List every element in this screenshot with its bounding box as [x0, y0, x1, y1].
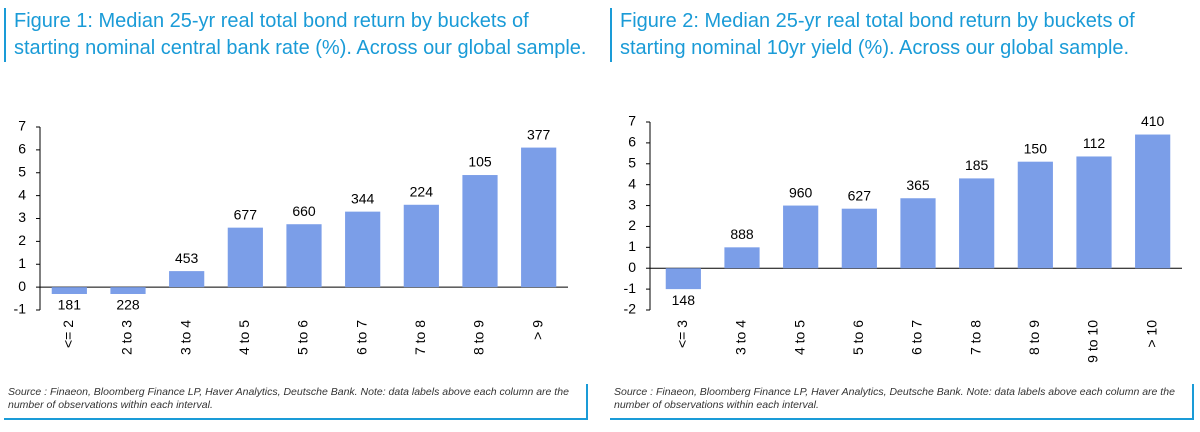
y-tick-label: 3 — [18, 209, 26, 225]
chart-title: Figure 2: Median 25-yr real total bond r… — [610, 8, 1198, 62]
bar — [51, 287, 87, 294]
y-tick-label: 7 — [628, 113, 636, 129]
x-tick-label: 4 to 5 — [791, 320, 807, 355]
data-label: 453 — [175, 250, 199, 266]
x-tick-label: 8 to 9 — [1026, 320, 1042, 355]
y-tick-label: 2 — [18, 232, 26, 248]
data-label: 377 — [527, 126, 551, 142]
data-label: 148 — [672, 292, 696, 308]
data-label: 105 — [468, 154, 492, 170]
y-tick-label: 4 — [628, 175, 636, 191]
data-label: 224 — [410, 183, 434, 199]
bar — [286, 224, 322, 288]
x-tick-label: 2 to 3 — [119, 320, 135, 355]
y-tick-label: 4 — [18, 186, 26, 202]
x-tick-label: 7 to 8 — [967, 320, 983, 355]
data-label: 365 — [906, 177, 930, 193]
chart-title: Figure 1: Median 25-yr real total bond r… — [4, 8, 592, 62]
x-tick-label: 3 to 4 — [733, 320, 749, 355]
x-tick-label: 6 to 7 — [353, 320, 369, 355]
data-label: 181 — [58, 297, 82, 313]
x-tick-label: <= 3 — [674, 320, 690, 348]
y-tick-label: 2 — [628, 217, 636, 233]
x-tick-label: 6 to 7 — [909, 320, 925, 355]
chart: -2 -1 0 1 2 3 4 5 6 7 148 <= 3 888 3 to 4 960 4 to 5 627… — [624, 113, 1182, 363]
x-tick-label: 9 to 10 — [1085, 320, 1101, 363]
bar — [521, 147, 557, 288]
data-label: 344 — [351, 190, 375, 206]
data-label: 960 — [789, 184, 813, 200]
data-label: 677 — [234, 206, 258, 222]
y-tick-label: 1 — [18, 255, 26, 271]
y-tick-label: -1 — [14, 301, 27, 317]
data-label: 112 — [1083, 135, 1106, 151]
data-label: 627 — [848, 187, 872, 203]
source-note: Source : Finaeon, Bloomberg Finance LP, … — [4, 384, 588, 420]
x-tick-label: 5 to 6 — [850, 320, 866, 355]
y-tick-label: 3 — [628, 196, 636, 212]
bar — [665, 268, 701, 290]
x-tick-label: > 9 — [529, 320, 545, 340]
data-label: 228 — [116, 297, 140, 313]
x-tick-label: 4 to 5 — [236, 320, 252, 355]
y-tick-label: 6 — [628, 134, 636, 150]
x-tick-label: <= 2 — [60, 320, 76, 348]
bar — [783, 205, 819, 269]
y-tick-label: -1 — [624, 280, 637, 296]
bar — [345, 211, 381, 288]
y-tick-label: 5 — [628, 154, 636, 170]
y-tick-label: 1 — [628, 238, 636, 254]
bar — [841, 208, 877, 269]
y-tick-label: 7 — [18, 118, 26, 134]
panel: Figure 2: Median 25-yr real total bond r… — [606, 0, 1198, 432]
bar — [1017, 161, 1053, 269]
data-label: 410 — [1141, 113, 1165, 129]
data-label: 660 — [292, 203, 316, 219]
y-tick-label: 6 — [18, 141, 26, 157]
panel: Figure 1: Median 25-yr real total bond r… — [0, 0, 592, 432]
bar — [403, 204, 439, 288]
data-label: 888 — [730, 226, 754, 242]
chart: -1 0 1 2 3 4 5 6 7 181 <= 2 228 2 to 3 453 3 to 4 677 4 … — [14, 118, 568, 355]
x-tick-label: 7 to 8 — [412, 320, 428, 355]
bar — [724, 247, 760, 269]
bar — [169, 271, 205, 288]
bar — [462, 175, 498, 288]
data-label: 150 — [1024, 140, 1048, 156]
y-tick-label: 0 — [18, 278, 26, 294]
bar — [1076, 156, 1112, 269]
data-label: 185 — [965, 157, 989, 173]
source-note: Source : Finaeon, Bloomberg Finance LP, … — [610, 384, 1194, 420]
x-tick-label: > 10 — [1143, 320, 1159, 348]
bar — [227, 227, 263, 288]
y-tick-label: 0 — [628, 259, 636, 275]
bar — [900, 198, 936, 269]
x-tick-label: 3 to 4 — [177, 320, 193, 355]
y-tick-label: 5 — [18, 163, 26, 179]
bar — [1135, 134, 1171, 269]
bar — [959, 178, 995, 269]
y-tick-label: -2 — [624, 301, 637, 317]
x-tick-label: 8 to 9 — [471, 320, 487, 355]
bar — [110, 287, 146, 294]
x-tick-label: 5 to 6 — [295, 320, 311, 355]
